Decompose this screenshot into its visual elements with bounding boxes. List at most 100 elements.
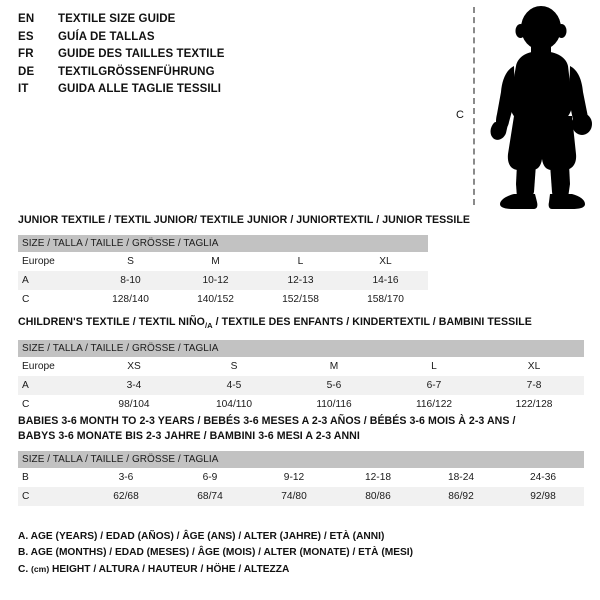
children-title-post: / TEXTILE DES ENFANTS / KINDERTEXTIL / B… (212, 316, 532, 328)
cell-value: 8-10 (88, 271, 173, 290)
language-title: TEXTILE SIZE GUIDE (58, 13, 176, 25)
children-title-subscript: /A (204, 321, 213, 331)
cell-value: 92/98 (502, 487, 584, 506)
table-row: Europe XS S M L XL (18, 357, 584, 376)
cell-value: S (127, 256, 134, 267)
language-row-it: IT GUIDA ALLE TAGLIE TESSILI (18, 83, 398, 101)
cell-value: L (431, 361, 437, 373)
legend-c-prefix: C. (18, 564, 32, 575)
row-label: C (22, 399, 30, 411)
babies-textile-section: BABIES 3-6 MONTH TO 2-3 YEARS / BEBÉS 3-… (18, 414, 584, 506)
cell-value: 5-6 (284, 376, 384, 396)
toddler-silhouette-icon (490, 6, 592, 209)
cell-value: 128/140 (112, 294, 149, 305)
legend-line-a: A. AGE (YEARS) / EDAD (AÑOS) / ÂGE (ANS)… (18, 531, 385, 542)
language-header: EN TEXTILE SIZE GUIDE ES GUÍA DE TALLAS … (18, 13, 398, 101)
junior-section-title: JUNIOR TEXTILE / TEXTIL JUNIOR/ TEXTILE … (18, 214, 471, 226)
junior-textile-section: JUNIOR TEXTILE / TEXTIL JUNIOR/ TEXTILE … (18, 213, 470, 309)
cell-value: M (329, 361, 339, 373)
cell-value: 80/86 (336, 487, 420, 506)
cell-value: 3-4 (84, 376, 184, 396)
cell-value: 3-6 (118, 472, 134, 483)
language-title: GUIDE DES TAILLES TEXTILE (58, 48, 225, 60)
junior-header-bar-label: SIZE / TALLA / TAILLE / GRÖSSE / TAGLIA (18, 235, 429, 252)
language-title: TEXTILGRÖSSENFÜHRUNG (58, 65, 215, 78)
legend-line-b: B. AGE (MONTHS) / EDAD (MESES) / ÂGE (MO… (18, 547, 414, 558)
babies-size-table: SIZE / TALLA / TAILLE / GRÖSSE / TAGLIA … (18, 451, 584, 506)
language-code: DE (18, 65, 35, 78)
children-size-table: SIZE / TALLA / TAILLE / GRÖSSE / TAGLIA … (18, 340, 585, 414)
cell-value: 122/128 (515, 399, 553, 411)
cell-value: 86/92 (420, 487, 502, 506)
children-textile-section: CHILDREN'S TEXTILE / TEXTIL NIÑO/A / TEX… (18, 315, 585, 414)
row-label: Europe (22, 256, 55, 267)
table-row: A 8-10 10-12 12-13 14-16 (18, 271, 429, 290)
babies-header-bar-label: SIZE / TALLA / TAILLE / GRÖSSE / TAGLIA (18, 451, 584, 468)
cell-value: 152/158 (282, 294, 319, 305)
cell-value: 74/80 (252, 487, 336, 506)
measurement-legend: A. AGE (YEARS) / EDAD (AÑOS) / ÂGE (ANS)… (18, 529, 578, 578)
cell-value: 24-36 (529, 472, 557, 483)
cell-value: S (230, 361, 238, 373)
language-code: IT (18, 83, 29, 95)
table-header-bar: SIZE / TALLA / TAILLE / GRÖSSE / TAGLIA (18, 235, 429, 252)
cell-value: 104/110 (215, 399, 253, 411)
height-measurement-figure: C (440, 4, 600, 209)
babies-section-title-line2: BABYS 3-6 MONATE BIS 2-3 JAHRE / BAMBINI… (18, 430, 360, 442)
cell-value: 9-12 (283, 472, 305, 483)
row-label: A (18, 376, 84, 396)
row-label: C (22, 294, 30, 305)
table-header-bar: SIZE / TALLA / TAILLE / GRÖSSE / TAGLIA (18, 340, 585, 358)
row-label: C (18, 487, 84, 506)
language-code: ES (18, 30, 34, 43)
table-row: C 62/68 68/74 74/80 80/86 86/92 92/98 (18, 487, 584, 506)
children-header-bar-label: SIZE / TALLA / TAILLE / GRÖSSE / TAGLIA (18, 340, 585, 358)
junior-size-table: SIZE / TALLA / TAILLE / GRÖSSE / TAGLIA … (18, 235, 429, 309)
legend-c-rest: HEIGHT / ALTURA / HAUTEUR / HÖHE / ALTEZ… (49, 564, 290, 575)
cell-value: 98/104 (118, 399, 150, 411)
row-label: A (18, 271, 88, 290)
language-row-en: EN TEXTILE SIZE GUIDE (18, 13, 398, 31)
language-code: FR (18, 48, 34, 60)
language-row-de: DE TEXTILGRÖSSENFÜHRUNG (18, 66, 398, 84)
cell-value: 12-18 (364, 472, 392, 483)
language-row-fr: FR GUIDE DES TAILLES TEXTILE (18, 48, 398, 66)
cell-value: 14-16 (343, 271, 429, 290)
row-label: B (22, 472, 29, 483)
table-row: B 3-6 6-9 9-12 12-18 18-24 24-36 (18, 468, 584, 487)
cell-value: 68/74 (168, 487, 252, 506)
language-title: GUIDA ALLE TAGLIE TESSILI (58, 83, 222, 95)
cell-value: M (211, 256, 220, 267)
table-row: C 98/104 104/110 110/116 116/122 122/128 (18, 395, 584, 414)
cell-value: 4-5 (184, 376, 284, 396)
cell-value: L (297, 256, 304, 267)
row-label: Europe (22, 361, 55, 373)
cell-value: XL (527, 361, 541, 373)
children-section-title: CHILDREN'S TEXTILE / TEXTIL NIÑO/A / TEX… (18, 315, 584, 333)
cell-value: 62/68 (84, 487, 168, 506)
cell-value: 6-7 (384, 376, 484, 396)
legend-c-unit: (cm) (31, 564, 50, 574)
table-row: C 128/140 140/152 152/158 158/170 (18, 290, 428, 309)
cell-value: 116/122 (415, 399, 453, 411)
cell-value: 140/152 (197, 294, 234, 305)
language-code: EN (18, 13, 35, 25)
height-reference-line (473, 7, 475, 205)
cell-value: 6-9 (202, 472, 218, 483)
table-header-bar: SIZE / TALLA / TAILLE / GRÖSSE / TAGLIA (18, 451, 584, 468)
cell-value: 158/170 (367, 294, 404, 305)
table-row: A 3-4 4-5 5-6 6-7 7-8 (18, 376, 585, 396)
babies-section-title-line1: BABIES 3-6 MONTH TO 2-3 YEARS / BEBÉS 3-… (18, 415, 516, 427)
cell-value: 18-24 (447, 472, 475, 483)
cell-value: 10-12 (173, 271, 258, 290)
cell-value: XS (127, 361, 141, 373)
legend-line-c: C. (cm) HEIGHT / ALTURA / HAUTEUR / HÖHE… (18, 561, 578, 578)
language-title: GUÍA DE TALLAS (58, 30, 155, 43)
table-row: Europe S M L XL (18, 252, 428, 271)
height-marker-label: C (456, 109, 464, 121)
cell-value: 110/116 (316, 399, 352, 411)
language-row-es: ES GUÍA DE TALLAS (18, 31, 398, 49)
children-title-pre: CHILDREN'S TEXTILE / TEXTIL NIÑO (18, 316, 205, 328)
cell-value: 7-8 (484, 376, 585, 396)
cell-value: XL (379, 256, 392, 267)
